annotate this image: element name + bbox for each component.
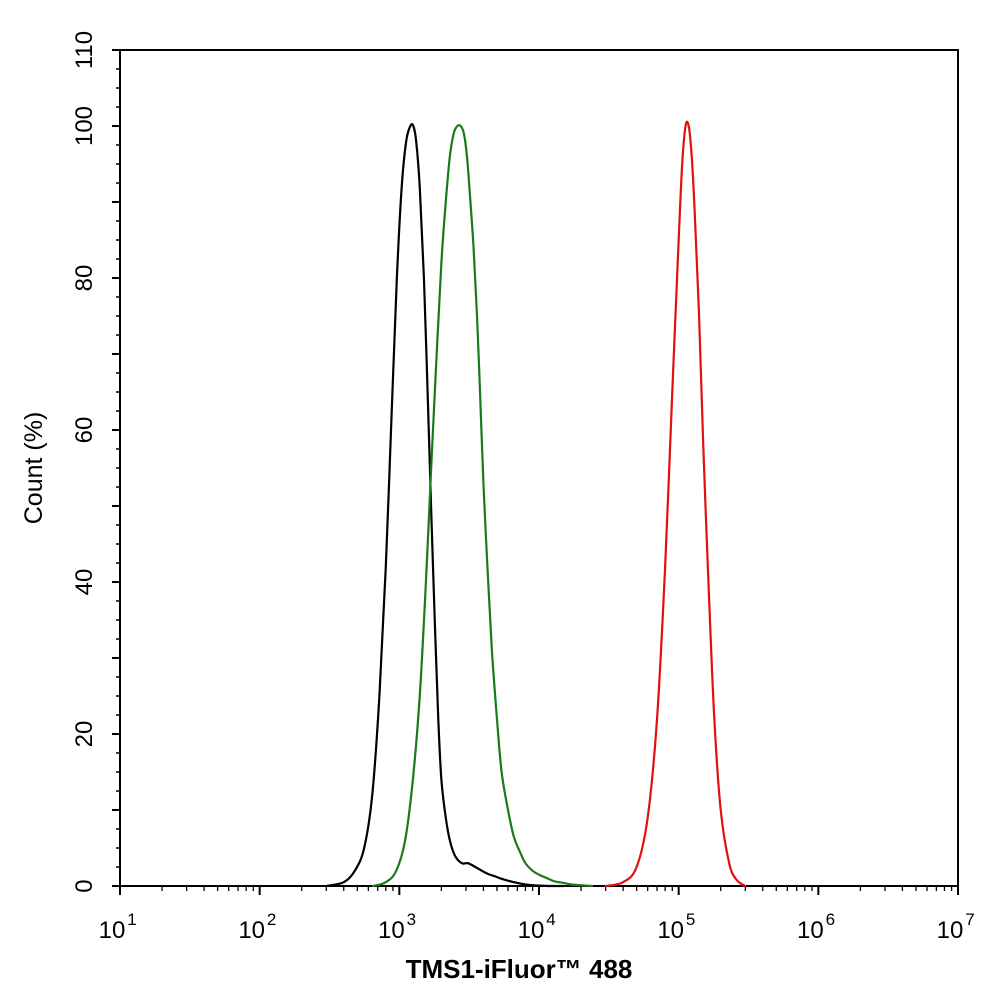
x-tick-base: 10	[657, 917, 684, 944]
x-tick-exponent: 2	[267, 910, 276, 929]
x-tick-label: 10 4	[518, 910, 556, 944]
series-layer	[325, 120, 747, 888]
x-tick-label: 10 5	[657, 910, 695, 944]
series-line-3	[604, 120, 747, 888]
x-tick-base: 10	[797, 917, 824, 944]
x-tick-base: 10	[937, 917, 964, 944]
x-axis-ticks: 10 1 10 2 10 3 10 4 10 5 10 6 10 7	[99, 886, 975, 944]
x-tick-label: 10 6	[797, 910, 835, 944]
x-tick-exponent: 3	[407, 910, 416, 929]
x-tick-base: 10	[238, 917, 265, 944]
x-tick-exponent: 7	[965, 910, 974, 929]
x-tick-base: 10	[99, 917, 126, 944]
x-tick-base: 10	[518, 917, 545, 944]
x-tick-label: 10 3	[378, 910, 416, 944]
y-tick-label: 80	[71, 265, 98, 292]
plot-frame	[119, 49, 959, 887]
x-tick-label: 10 1	[99, 910, 137, 944]
y-tick-label: 110	[71, 31, 98, 69]
x-tick-exponent: 5	[686, 910, 695, 929]
x-tick-exponent: 6	[826, 910, 835, 929]
x-axis-title: TMS1-iFluor™ 488	[406, 954, 633, 984]
x-tick-base: 10	[378, 917, 405, 944]
series-line-1	[325, 123, 565, 888]
x-tick-label: 10 2	[238, 910, 276, 944]
y-axis-ticks: 0 20 40 60 80 100 110	[71, 31, 120, 893]
y-tick-label: 100	[71, 106, 98, 146]
y-tick-label: 0	[71, 879, 98, 892]
y-tick-label: 20	[71, 721, 98, 748]
y-tick-label: 40	[71, 569, 98, 596]
x-tick-exponent: 4	[546, 910, 555, 929]
y-axis-title: Count (%)	[20, 412, 48, 525]
series-line-2	[372, 123, 594, 888]
x-tick-exponent: 1	[127, 910, 136, 929]
y-tick-label: 60	[71, 417, 98, 444]
x-tick-label: 10 7	[937, 910, 975, 944]
